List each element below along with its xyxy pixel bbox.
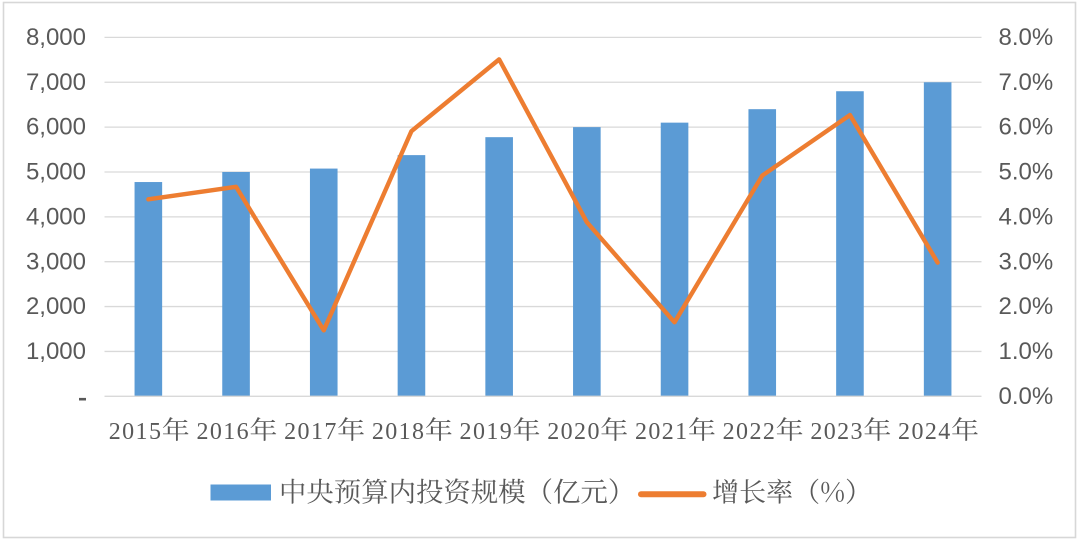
svg-text:8.0%: 8.0% [999, 24, 1054, 51]
svg-text:6.0%: 6.0% [999, 114, 1054, 141]
svg-text:4.0%: 4.0% [999, 203, 1054, 230]
svg-text:5,000: 5,000 [26, 159, 86, 186]
svg-text:2016: 2016 [196, 419, 250, 445]
svg-text:7,000: 7,000 [26, 69, 86, 96]
svg-text:2023: 2023 [810, 419, 864, 445]
svg-text:1,000: 1,000 [26, 338, 86, 365]
svg-text:2017: 2017 [284, 419, 338, 445]
svg-text:4,000: 4,000 [26, 203, 86, 230]
svg-text:2.0%: 2.0% [999, 293, 1054, 320]
svg-text:2020: 2020 [547, 419, 601, 445]
svg-text:2022: 2022 [723, 419, 777, 445]
svg-text:3,000: 3,000 [26, 248, 86, 275]
svg-text:7.0%: 7.0% [999, 69, 1054, 96]
svg-text:0.0%: 0.0% [999, 383, 1054, 410]
svg-text:6,000: 6,000 [26, 114, 86, 141]
svg-text:2,000: 2,000 [26, 293, 86, 320]
svg-text:2019: 2019 [460, 419, 514, 445]
svg-text:5.0%: 5.0% [999, 159, 1054, 186]
svg-text:2024: 2024 [898, 419, 952, 445]
svg-text:3.0%: 3.0% [999, 248, 1054, 275]
svg-text:2021: 2021 [635, 419, 689, 445]
svg-text:1.0%: 1.0% [999, 338, 1054, 365]
svg-text:8,000: 8,000 [26, 24, 86, 51]
svg-text:2018: 2018 [372, 419, 426, 445]
svg-text:2015: 2015 [109, 419, 163, 445]
